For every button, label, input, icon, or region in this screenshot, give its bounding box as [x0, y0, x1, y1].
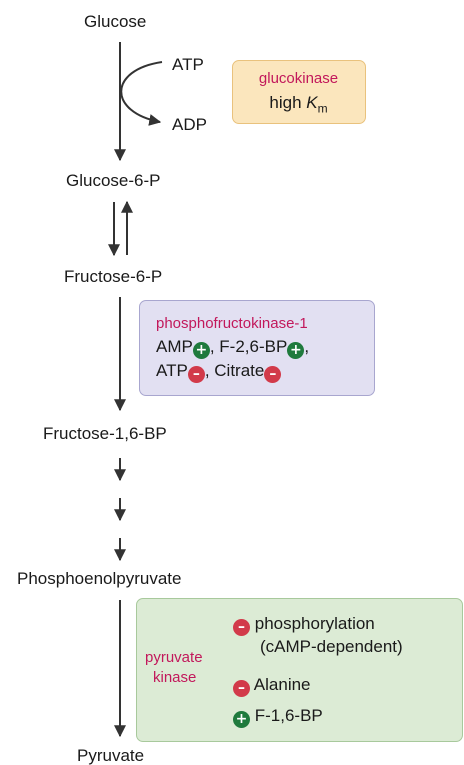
km-prefix: high	[269, 93, 307, 112]
inhibitor-badge: –	[264, 366, 282, 383]
pyruvate-kinase-label-line-1: pyruvate	[145, 649, 203, 666]
pyruvate-kinase-box: pyruvate kinase – phosphorylation (cAMP-…	[136, 598, 463, 742]
pfk1-label: phosphofructokinase-1	[156, 315, 308, 332]
cofactor-adp: ADP	[172, 115, 207, 134]
pfk1-line-2: ATP –, Citrate –	[156, 361, 282, 383]
regulator-atp: ATP	[156, 361, 188, 380]
activator-badge: +	[233, 711, 250, 728]
regulator-citrate: Citrate	[214, 361, 265, 380]
pyruvate-kinase-label-line-2: kinase	[153, 669, 197, 686]
pfk1-box: phosphofructokinase-1 AMP +, F-2,6-BP +, A…	[139, 300, 375, 396]
metabolite-phosphoenolpyruvate: Phosphoenolpyruvate	[17, 569, 182, 588]
glucokinase-label: glucokinase	[258, 70, 339, 87]
metabolite-fructose-6-p: Fructose-6-P	[64, 267, 163, 286]
regulator-f-2-6-bp: F-2,6-BP	[219, 337, 288, 356]
km-symbol: K	[306, 93, 318, 112]
metabolite-fructose-1-6-bp: Fructose-1,6-BP	[43, 424, 167, 443]
regulator-alanine: – Alanine	[233, 675, 311, 697]
inhibitor-badge: –	[187, 366, 205, 383]
activator-badge: +	[287, 342, 305, 359]
metabolite-glucose: Glucose	[84, 12, 147, 31]
separator: ,	[204, 361, 215, 380]
inhibitor-badge: –	[233, 619, 250, 636]
atp-adp-curve-arrow	[120, 61, 163, 126]
regulator-phosphorylation-detail: (cAMP-dependent)	[260, 637, 403, 656]
separator: ,	[209, 337, 220, 356]
separator: ,	[304, 337, 310, 356]
regulator-amp: AMP	[156, 337, 193, 356]
regulator-f-1-6-bp: + F-1,6-BP	[233, 706, 323, 728]
km-subscript: m	[317, 101, 328, 116]
metabolite-pyruvate: Pyruvate	[77, 746, 145, 765]
inhibitor-badge: –	[233, 680, 250, 697]
metabolite-glucose-6-p: Glucose-6-P	[66, 171, 161, 190]
activator-badge: +	[192, 342, 210, 359]
regulator-phosphorylation: – phosphorylation	[233, 614, 375, 636]
cofactor-atp: ATP	[172, 55, 204, 74]
glucokinase-property: high Km	[233, 93, 364, 116]
pfk1-line-1: AMP +, F-2,6-BP +,	[156, 337, 309, 359]
glucokinase-box: glucokinase high Km	[232, 60, 366, 124]
